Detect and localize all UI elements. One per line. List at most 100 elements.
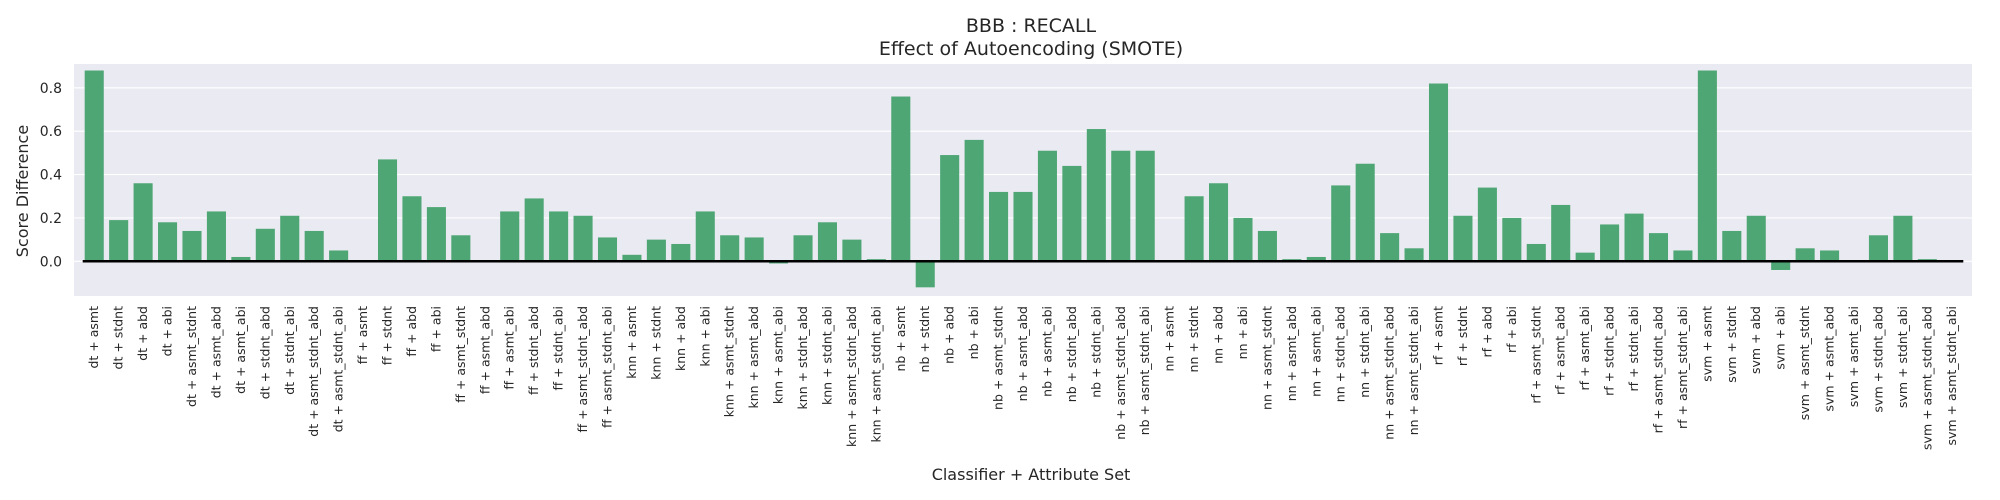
x-tick-label: nn + stdnt_abd — [1333, 306, 1348, 402]
bar — [1380, 233, 1400, 262]
x-tick-label: ff + abd — [404, 306, 419, 357]
bar — [402, 196, 422, 262]
x-tick-label: svm + stdnt_abi — [1895, 306, 1910, 408]
bar — [1526, 243, 1546, 262]
x-tick-label: nb + stdnt — [917, 306, 932, 373]
bar — [720, 235, 740, 262]
x-tick-label: knn + asmt_abd — [746, 306, 761, 409]
x-tick-label: ff + asmt_stdnt_abi — [599, 306, 614, 428]
y-axis-ticks: 0.0 0.2 0.4 0.6 0.8 — [40, 81, 62, 270]
y-axis-label: Score Difference — [13, 125, 32, 257]
bar — [1037, 150, 1057, 262]
x-tick-label: rf + asmt_stdnt_abi — [1675, 306, 1690, 429]
bar — [1111, 150, 1131, 262]
y-tick-label: 0.2 — [40, 211, 62, 227]
x-tick-label: dt + abd — [135, 306, 150, 361]
bars — [84, 70, 1962, 288]
x-tick-label: knn + abi — [697, 306, 712, 367]
x-tick-label: svm + stdnt_abd — [1870, 306, 1885, 412]
bar — [964, 139, 984, 262]
x-tick-label: svm + asmt_stdnt — [1797, 306, 1812, 420]
y-tick-label: 0.6 — [40, 124, 62, 140]
bar — [671, 243, 691, 262]
bar — [84, 70, 104, 262]
x-tick-label: svm + abi — [1773, 306, 1788, 370]
x-tick-label: svm + stdnt — [1724, 306, 1739, 383]
x-tick-label: dt + asmt — [86, 306, 101, 369]
x-tick-label: knn + stdnt_abd — [795, 306, 810, 409]
x-tick-label: nn + stdnt_abi — [1357, 306, 1372, 398]
y-tick-label: 0.0 — [40, 254, 62, 270]
x-tick-label: nb + abi — [966, 306, 981, 359]
x-tick-label: nn + stdnt — [1186, 306, 1201, 373]
x-tick-label: rf + asmt_abi — [1577, 306, 1592, 391]
x-tick-label: dt + asmt_stdnt_abi — [331, 306, 346, 432]
x-tick-label: nb + stdnt_abd — [1064, 306, 1079, 402]
bar — [1135, 150, 1155, 262]
x-tick-label: dt + stdnt_abi — [282, 306, 297, 395]
x-tick-label: rf + asmt_stdnt_abd — [1650, 306, 1665, 433]
x-tick-label: knn + asmt_stdnt — [722, 306, 737, 417]
bar — [1868, 235, 1888, 262]
bar — [1209, 183, 1229, 262]
x-tick-label: rf + stdnt — [1455, 306, 1470, 366]
x-tick-label: nb + stdnt_abi — [1088, 306, 1103, 398]
x-tick-label: nn + asmt_stdnt_abd — [1382, 306, 1397, 440]
bar — [1502, 217, 1522, 262]
y-tick-label: 0.4 — [40, 168, 62, 184]
x-tick-label: nb + asmt_stdnt_abd — [1113, 306, 1128, 440]
x-axis-ticks: dt + asmt dt + stdnt dt + abd dt + abi dt + … — [86, 306, 1959, 450]
x-axis-label: Classifier + Attribute Set — [932, 465, 1131, 484]
x-tick-label: knn + asmt — [624, 306, 639, 379]
bar — [426, 207, 446, 262]
bar — [1428, 83, 1449, 262]
bar — [549, 211, 569, 262]
bar — [182, 230, 202, 262]
bar — [1355, 163, 1375, 262]
x-tick-label: nn + asmt_abi — [1308, 306, 1323, 397]
x-tick-label: knn + asmt_abi — [771, 306, 786, 404]
bar — [1257, 230, 1277, 262]
x-tick-label: nn + asmt_stdnt_abi — [1406, 306, 1421, 435]
x-tick-label: ff + stdnt_abd — [526, 306, 541, 395]
bar — [1673, 250, 1693, 262]
bar — [1062, 165, 1082, 262]
y-tick-label: 0.8 — [40, 81, 62, 97]
x-tick-label: dt + stdnt_abd — [257, 306, 272, 399]
x-tick-label: nn + asmt_stdnt — [1259, 306, 1274, 410]
x-tick-label: knn + stdnt_abi — [819, 306, 834, 405]
x-tick-label: dt + stdnt — [111, 306, 126, 370]
bar — [1648, 233, 1669, 262]
x-tick-label: rf + abd — [1479, 306, 1494, 358]
bar — [304, 230, 324, 262]
x-tick-label: nb + asmt — [893, 306, 908, 372]
x-tick-label: nb + asmt_stdnt — [991, 306, 1006, 410]
x-tick-label: knn + stdnt — [648, 306, 663, 380]
x-tick-label: rf + stdnt_abi — [1626, 306, 1641, 391]
bar — [1306, 256, 1326, 262]
x-tick-label: rf + abi — [1504, 306, 1519, 353]
bar — [1795, 248, 1815, 262]
bar — [1575, 252, 1595, 262]
x-tick-label: ff + asmt_abd — [477, 306, 492, 394]
x-tick-label: ff + asmt — [355, 306, 370, 364]
x-tick-label: knn + abd — [673, 306, 688, 371]
x-tick-label: dt + asmt_abi — [233, 306, 248, 394]
x-tick-label: nn + abd — [1211, 306, 1226, 364]
chart-title: BBB : RECALL — [966, 15, 1097, 37]
bar — [1184, 196, 1204, 262]
x-tick-label: svm + asmt_abi — [1846, 306, 1861, 407]
x-tick-label: ff + asmt_stdnt — [453, 306, 468, 403]
bar — [744, 237, 764, 262]
bar — [451, 235, 471, 262]
bar — [1722, 230, 1742, 262]
bar — [133, 183, 153, 262]
x-tick-label: svm + asmt_stdnt_abd — [1919, 306, 1934, 450]
bar — [1746, 215, 1766, 262]
x-tick-label: rf + stdnt_abd — [1602, 306, 1617, 396]
bar — [1086, 129, 1106, 262]
x-tick-label: knn + asmt_stdnt_abd — [844, 306, 859, 447]
bar — [1013, 191, 1033, 262]
bar — [329, 250, 349, 262]
bar — [695, 211, 715, 262]
